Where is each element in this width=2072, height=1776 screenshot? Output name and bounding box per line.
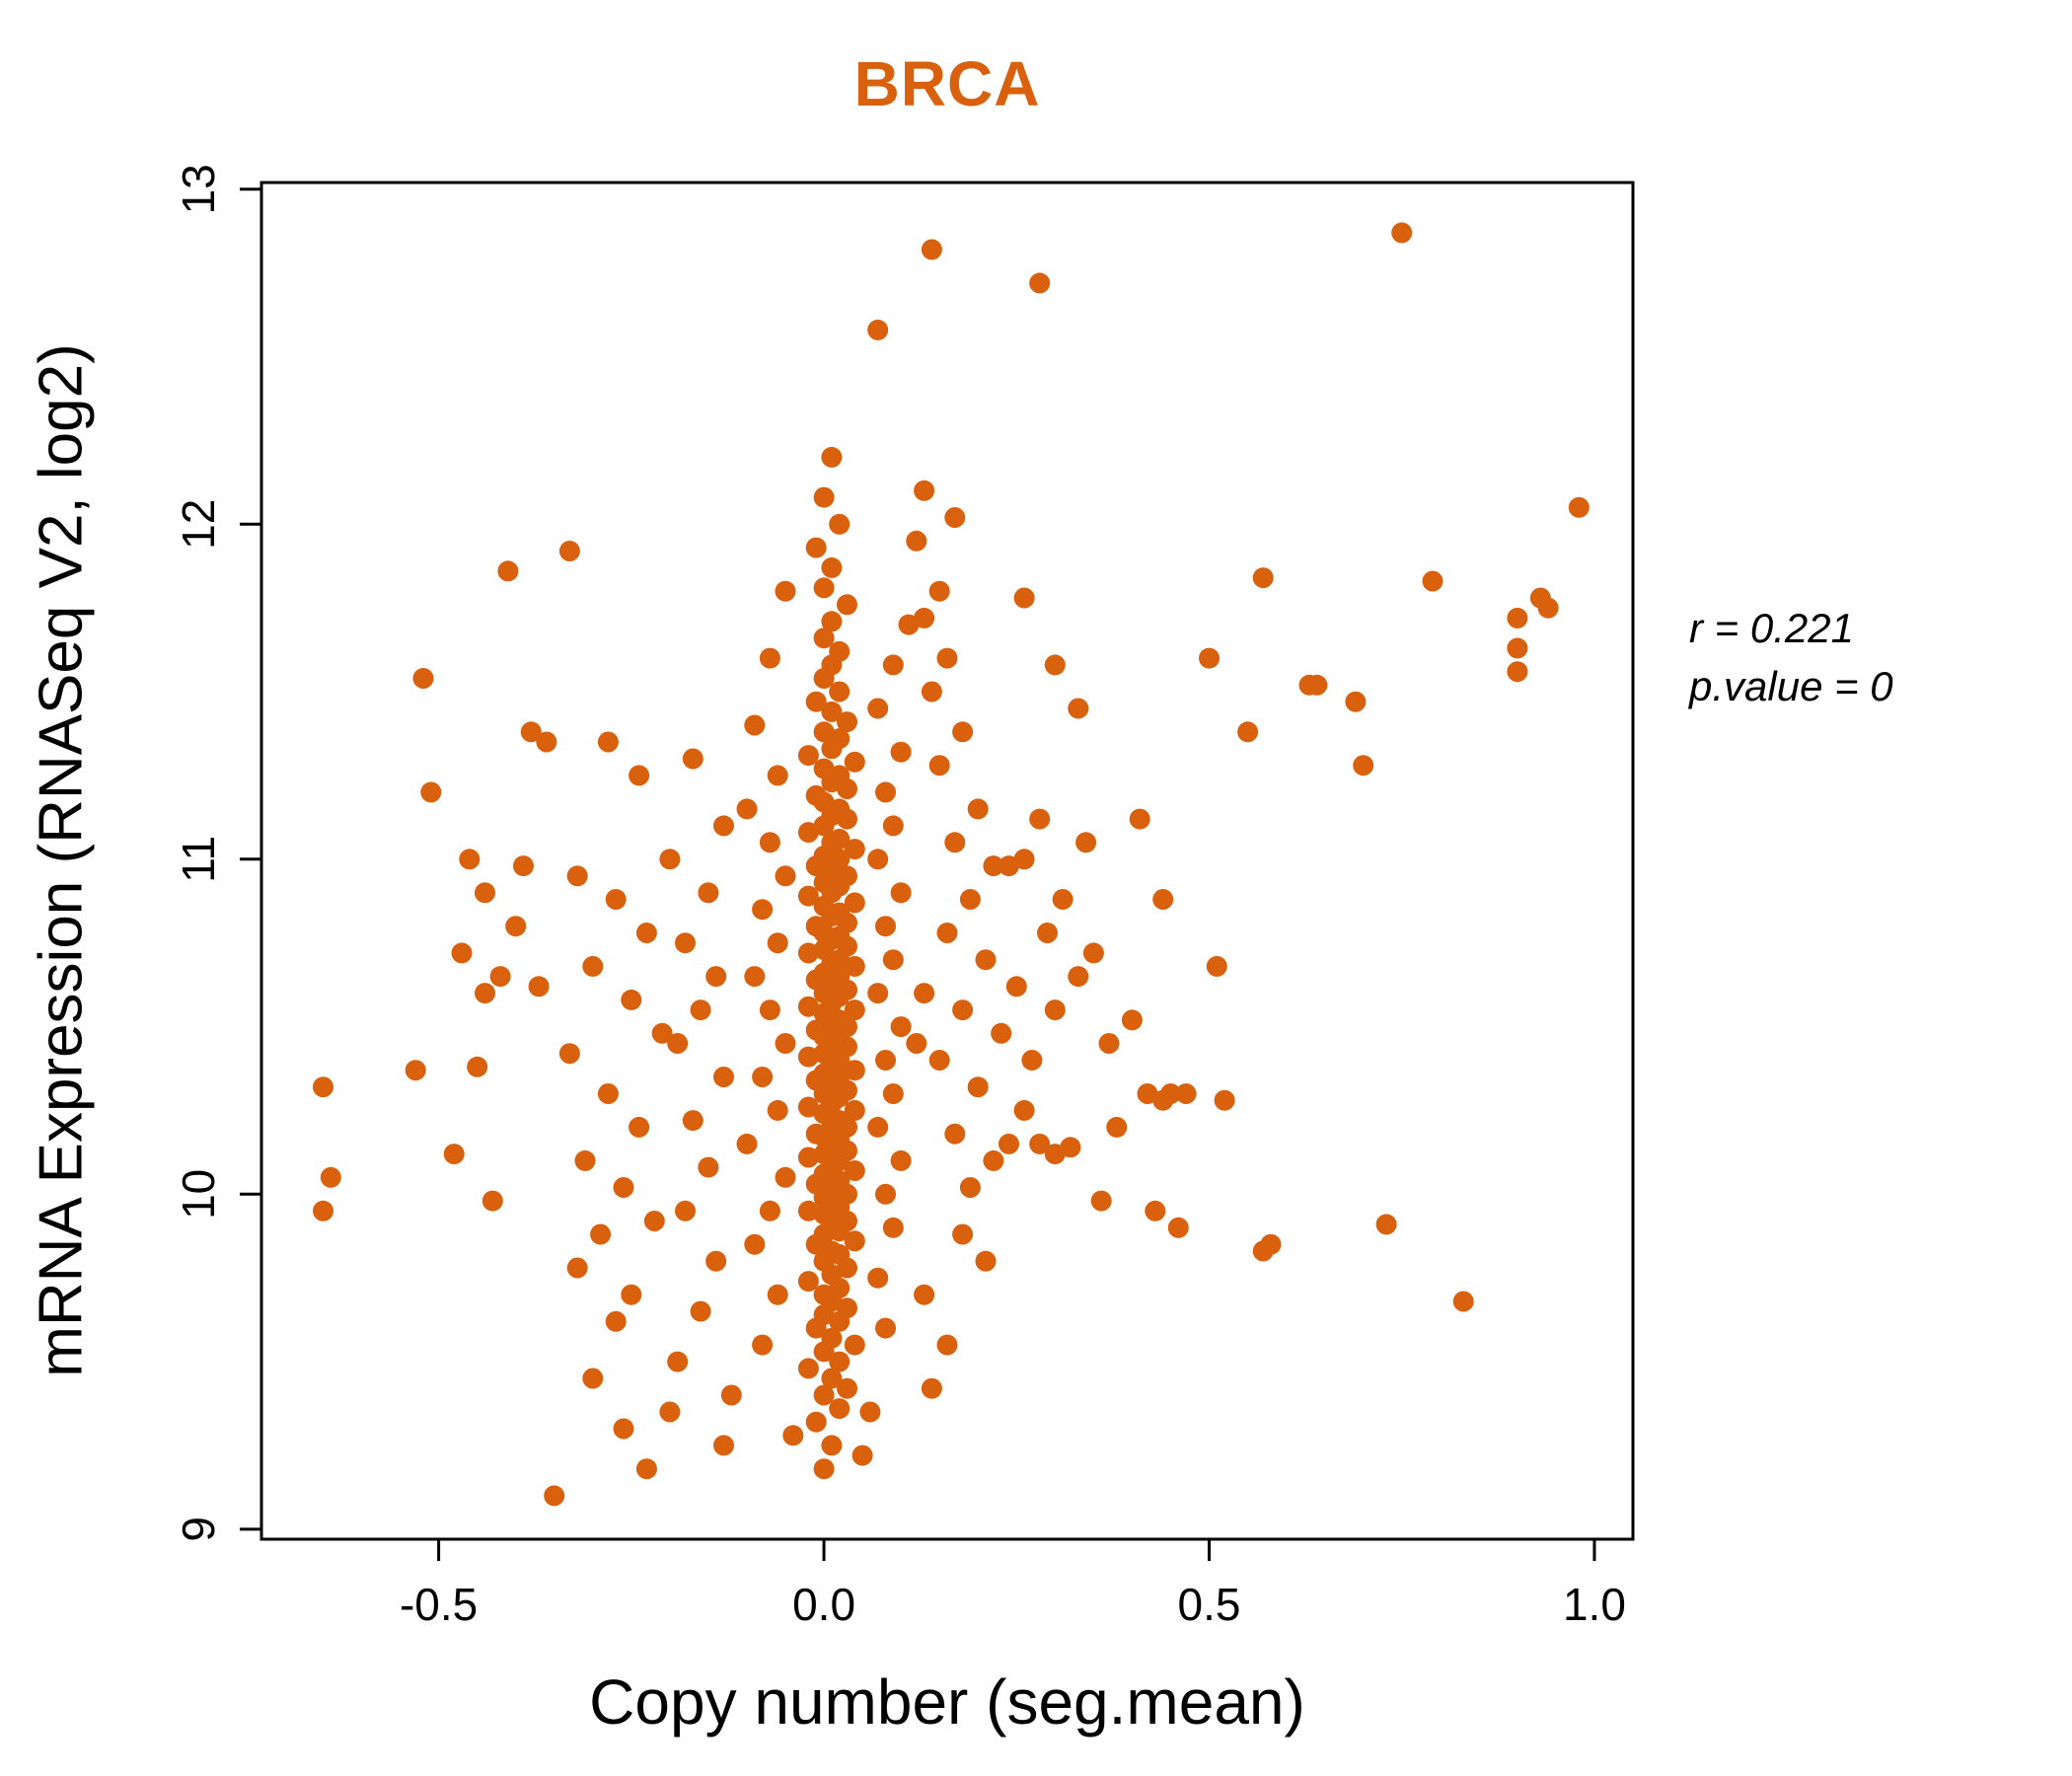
correlation-r-value: r = 0.221 <box>1689 605 1854 651</box>
svg-text:0.5: 0.5 <box>1178 1579 1241 1630</box>
svg-text:13: 13 <box>173 164 224 214</box>
svg-text:1.0: 1.0 <box>1563 1579 1626 1630</box>
y-axis-label: mRNA Expression (RNASeq V2, log2) <box>27 343 96 1377</box>
svg-text:12: 12 <box>173 499 224 550</box>
svg-text:-0.5: -0.5 <box>400 1579 478 1630</box>
svg-text:0.0: 0.0 <box>792 1579 855 1630</box>
svg-text:11: 11 <box>173 836 224 883</box>
x-axis-label: Copy number (seg.mean) <box>589 1666 1305 1738</box>
chart-title: BRCA <box>853 48 1041 119</box>
correlation-p-value: p.value = 0 <box>1689 662 1893 709</box>
svg-text:9: 9 <box>173 1517 224 1542</box>
svg-text:10: 10 <box>173 1169 224 1220</box>
correlation-annotation: r = 0.221 p.value = 0 <box>1689 600 1893 716</box>
